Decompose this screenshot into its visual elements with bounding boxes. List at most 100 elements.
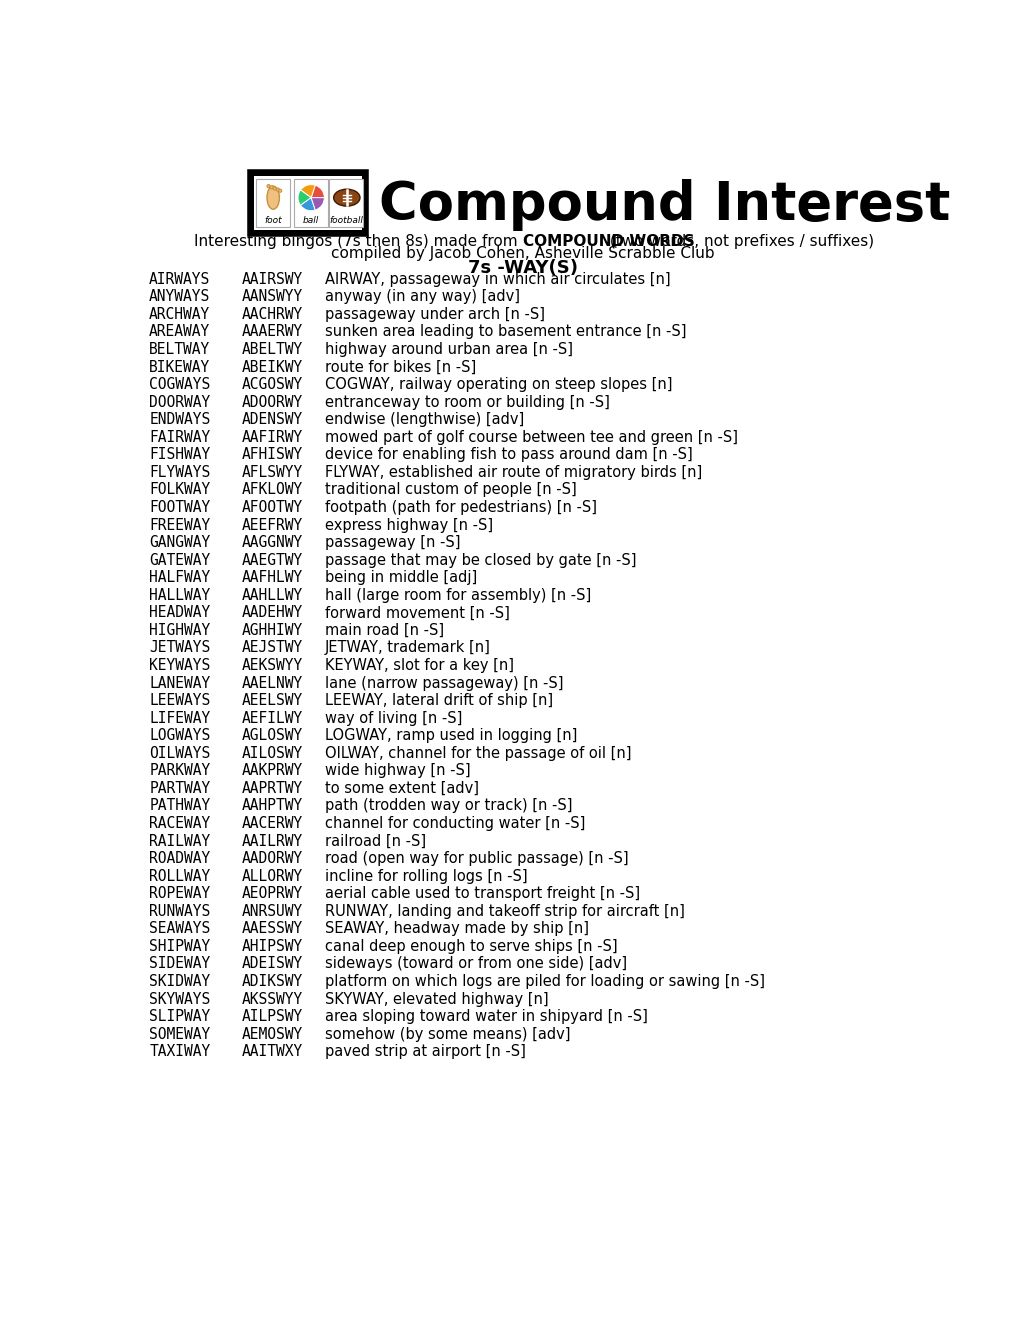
Ellipse shape <box>267 185 270 187</box>
Text: AAELNWY: AAELNWY <box>242 676 304 690</box>
Text: aerial cable used to transport freight [n -S]: aerial cable used to transport freight [… <box>325 886 640 902</box>
Text: AAILRWY: AAILRWY <box>242 834 304 849</box>
Text: anyway (in any way) [adv]: anyway (in any way) [adv] <box>325 289 520 305</box>
Text: RAILWAY: RAILWAY <box>149 834 210 849</box>
Text: Compound Interest: Compound Interest <box>379 178 950 231</box>
Text: LOGWAYS: LOGWAYS <box>149 729 210 743</box>
Text: ROLLWAY: ROLLWAY <box>149 869 210 883</box>
Text: AAIRSWY: AAIRSWY <box>242 272 304 286</box>
Text: RUNWAYS: RUNWAYS <box>149 904 210 919</box>
Text: HALFWAY: HALFWAY <box>149 570 210 585</box>
Text: AAPRTWY: AAPRTWY <box>242 781 304 796</box>
Text: LOGWAY, ramp used in logging [n]: LOGWAY, ramp used in logging [n] <box>325 729 577 743</box>
Text: ball: ball <box>303 216 319 226</box>
Text: LANEWAY: LANEWAY <box>149 676 210 690</box>
Text: ACGOSWY: ACGOSWY <box>242 378 304 392</box>
Text: footpath (path for pedestrians) [n -S]: footpath (path for pedestrians) [n -S] <box>325 500 596 515</box>
Wedge shape <box>311 185 324 198</box>
Text: passageway [n -S]: passageway [n -S] <box>325 535 461 550</box>
Text: AGLOSWY: AGLOSWY <box>242 729 304 743</box>
Text: ENDWAYS: ENDWAYS <box>149 412 210 428</box>
Text: mowed part of golf course between tee and green [n -S]: mowed part of golf course between tee an… <box>325 430 738 445</box>
Text: RUNWAY, landing and takeoff strip for aircraft [n]: RUNWAY, landing and takeoff strip for ai… <box>325 904 685 919</box>
Text: FREEWAY: FREEWAY <box>149 517 210 532</box>
Text: JETWAY, trademark [n]: JETWAY, trademark [n] <box>325 640 490 656</box>
Text: AAGGNWY: AAGGNWY <box>242 535 304 550</box>
Text: main road [n -S]: main road [n -S] <box>325 623 444 638</box>
Text: SKYWAYS: SKYWAYS <box>149 991 210 1007</box>
Text: ABEIKWY: ABEIKWY <box>242 359 304 375</box>
Text: PARTWAY: PARTWAY <box>149 781 210 796</box>
Text: incline for rolling logs [n -S]: incline for rolling logs [n -S] <box>325 869 527 883</box>
Ellipse shape <box>267 186 279 209</box>
Text: HIGHWAY: HIGHWAY <box>149 623 210 638</box>
Text: SIDEWAY: SIDEWAY <box>149 957 210 972</box>
FancyBboxPatch shape <box>293 180 328 227</box>
Text: PATHWAY: PATHWAY <box>149 799 210 813</box>
Text: COMPOUND WORDS: COMPOUND WORDS <box>522 234 694 249</box>
Text: paved strip at airport [n -S]: paved strip at airport [n -S] <box>325 1044 526 1059</box>
Text: ADIKSWY: ADIKSWY <box>242 974 304 989</box>
Text: AACERWY: AACERWY <box>242 816 304 832</box>
Text: JETWAYS: JETWAYS <box>149 640 210 656</box>
Text: platform on which logs are piled for loading or sawing [n -S]: platform on which logs are piled for loa… <box>325 974 764 989</box>
Text: Interesting bingos (7s then 8s) made from: Interesting bingos (7s then 8s) made fro… <box>194 234 522 249</box>
Text: AEEFRWY: AEEFRWY <box>242 517 304 532</box>
Text: ROPEWAY: ROPEWAY <box>149 886 210 902</box>
Text: SKYWAY, elevated highway [n]: SKYWAY, elevated highway [n] <box>325 991 548 1007</box>
Text: AEELSWY: AEELSWY <box>242 693 304 708</box>
Text: AACHRWY: AACHRWY <box>242 308 304 322</box>
Text: wide highway [n -S]: wide highway [n -S] <box>325 763 471 779</box>
Text: KEYWAY, slot for a key [n]: KEYWAY, slot for a key [n] <box>325 659 514 673</box>
Text: somehow (by some means) [adv]: somehow (by some means) [adv] <box>325 1027 570 1041</box>
Text: GATEWAY: GATEWAY <box>149 553 210 568</box>
Text: RACEWAY: RACEWAY <box>149 816 210 832</box>
Text: AFLSWYY: AFLSWYY <box>242 465 304 480</box>
Text: AREAWAY: AREAWAY <box>149 325 210 339</box>
Text: passage that may be closed by gate [n -S]: passage that may be closed by gate [n -S… <box>325 553 636 568</box>
FancyBboxPatch shape <box>256 180 290 227</box>
Text: AAAERWY: AAAERWY <box>242 325 304 339</box>
Text: traditional custom of people [n -S]: traditional custom of people [n -S] <box>325 483 577 498</box>
Text: football: football <box>329 216 364 226</box>
Text: to some extent [adv]: to some extent [adv] <box>325 781 479 796</box>
Text: ARCHWAY: ARCHWAY <box>149 308 210 322</box>
Text: SKIDWAY: SKIDWAY <box>149 974 210 989</box>
Text: BIKEWAY: BIKEWAY <box>149 359 210 375</box>
Text: LEEWAYS: LEEWAYS <box>149 693 210 708</box>
Text: SEAWAY, headway made by ship [n]: SEAWAY, headway made by ship [n] <box>325 921 589 936</box>
Text: express highway [n -S]: express highway [n -S] <box>325 517 493 532</box>
Text: AAFIRWY: AAFIRWY <box>242 430 304 445</box>
Text: compiled by Jacob Cohen, Asheville Scrabble Club: compiled by Jacob Cohen, Asheville Scrab… <box>330 247 714 261</box>
FancyBboxPatch shape <box>329 180 363 227</box>
Text: ABELTWY: ABELTWY <box>242 342 304 356</box>
Text: ALLORWY: ALLORWY <box>242 869 304 883</box>
Text: LEEWAY, lateral drift of ship [n]: LEEWAY, lateral drift of ship [n] <box>325 693 552 708</box>
Text: lane (narrow passageway) [n -S]: lane (narrow passageway) [n -S] <box>325 676 564 690</box>
Text: HALLWAY: HALLWAY <box>149 587 210 603</box>
Text: SHIPWAY: SHIPWAY <box>149 939 210 954</box>
Text: AILPSWY: AILPSWY <box>242 1010 304 1024</box>
Text: path (trodden way or track) [n -S]: path (trodden way or track) [n -S] <box>325 799 572 813</box>
Ellipse shape <box>333 189 360 206</box>
Text: AFKLOWY: AFKLOWY <box>242 483 304 498</box>
Text: KEYWAYS: KEYWAYS <box>149 659 210 673</box>
Ellipse shape <box>270 186 273 189</box>
Text: foot: foot <box>264 216 281 226</box>
Text: area sloping toward water in shipyard [n -S]: area sloping toward water in shipyard [n… <box>325 1010 647 1024</box>
Text: hall (large room for assembly) [n -S]: hall (large room for assembly) [n -S] <box>325 587 591 603</box>
Text: ADENSWY: ADENSWY <box>242 412 304 428</box>
FancyBboxPatch shape <box>254 176 362 230</box>
Text: device for enabling fish to pass around dam [n -S]: device for enabling fish to pass around … <box>325 447 692 462</box>
Text: AAEGTWY: AAEGTWY <box>242 553 304 568</box>
Text: SLIPWAY: SLIPWAY <box>149 1010 210 1024</box>
Text: AEOPRWY: AEOPRWY <box>242 886 304 902</box>
Text: ANRSUWY: ANRSUWY <box>242 904 304 919</box>
Ellipse shape <box>276 187 279 191</box>
Text: road (open way for public passage) [n -S]: road (open way for public passage) [n -S… <box>325 851 628 866</box>
Text: AFOOTWY: AFOOTWY <box>242 500 304 515</box>
Text: highway around urban area [n -S]: highway around urban area [n -S] <box>325 342 573 356</box>
Text: ROADWAY: ROADWAY <box>149 851 210 866</box>
Text: AADORWY: AADORWY <box>242 851 304 866</box>
Text: channel for conducting water [n -S]: channel for conducting water [n -S] <box>325 816 585 832</box>
